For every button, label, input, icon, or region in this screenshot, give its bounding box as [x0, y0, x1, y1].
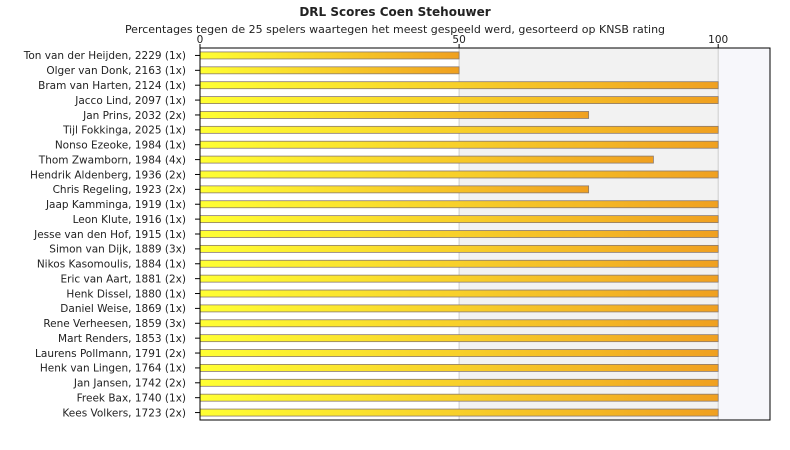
category-label: Jesse van den Hof, 1915 (1x): [33, 229, 186, 241]
category-label: Hendrik Aldenberg, 1936 (2x): [30, 169, 186, 181]
bar: [199, 66, 460, 75]
bar: [199, 96, 719, 104]
chart-title: DRL Scores Coen Stehouwer: [299, 5, 490, 19]
bar: [199, 319, 719, 328]
bar: [199, 274, 719, 283]
category-label: Mart Renders, 1853 (1x): [58, 333, 186, 345]
category-label: Bram van Harten, 2124 (1x): [38, 80, 186, 92]
category-label: Thom Zwamborn, 1984 (4x): [38, 154, 186, 166]
bar: [199, 393, 719, 402]
category-label: Nikos Kasomoulis, 1884 (1x): [37, 259, 186, 271]
category-label: Chris Regeling, 1923 (2x): [53, 184, 186, 196]
bar: [199, 364, 719, 372]
category-label: Jan Prins, 2032 (2x): [82, 110, 186, 122]
category-label: Olger van Donk, 2163 (1x): [46, 65, 186, 77]
bar: [199, 289, 719, 298]
category-labels: Ton van der Heijden, 2229 (1x) Olger van …: [23, 50, 200, 419]
x-tick-label: 100: [708, 34, 728, 46]
bar: [199, 304, 719, 313]
x-tick-label: 50: [452, 34, 465, 46]
bar: [199, 51, 460, 60]
category-label: Tijl Fokkinga, 2025 (1x): [62, 125, 186, 137]
category-label: Kees Volkers, 1723 (2x): [62, 407, 186, 419]
category-label: Nonso Ezeoke, 1984 (1x): [55, 140, 186, 152]
bar: [199, 349, 719, 357]
category-label: Jacco Lind, 2097 (1x): [74, 95, 186, 107]
category-label: Freek Bax, 1740 (1x): [77, 392, 186, 404]
category-label: Henk Dissel, 1880 (1x): [66, 288, 186, 300]
bar: [199, 185, 590, 194]
plot-frame: [199, 47, 771, 421]
category-label: Eric van Aart, 1881 (2x): [61, 273, 187, 285]
category-label: Simon van Dijk, 1889 (3x): [49, 244, 186, 256]
bar: [199, 155, 654, 164]
bar: [199, 170, 719, 179]
category-label: Leon Klute, 1916 (1x): [73, 214, 186, 226]
category-label: Ton van der Heijden, 2229 (1x): [23, 50, 186, 62]
bar: [199, 111, 590, 119]
category-label: Henk van Lingen, 1764 (1x): [40, 363, 186, 375]
bar: [199, 244, 719, 253]
category-label: Jan Jansen, 1742 (2x): [73, 378, 186, 390]
bar: [199, 215, 719, 224]
bar: [199, 140, 719, 149]
chart-subtitle: Percentages tegen de 25 spelers waartege…: [125, 23, 665, 36]
bar: [199, 259, 719, 268]
bar: [199, 230, 719, 238]
plot-band: [718, 48, 770, 420]
bar: [199, 408, 719, 417]
bar: [199, 125, 719, 134]
category-label: Daniel Weise, 1869 (1x): [60, 303, 186, 315]
bar: [199, 81, 719, 90]
bar: [199, 334, 719, 343]
x-tick-label: 0: [197, 34, 204, 46]
category-label: Rene Verheesen, 1859 (3x): [43, 318, 186, 330]
x-axis-ticks: 0 50 100: [197, 34, 728, 48]
bar: [199, 378, 719, 387]
category-label: Jaap Kamminga, 1919 (1x): [45, 199, 186, 211]
bar: [199, 200, 719, 209]
category-label: Laurens Pollmann, 1791 (2x): [35, 348, 186, 360]
